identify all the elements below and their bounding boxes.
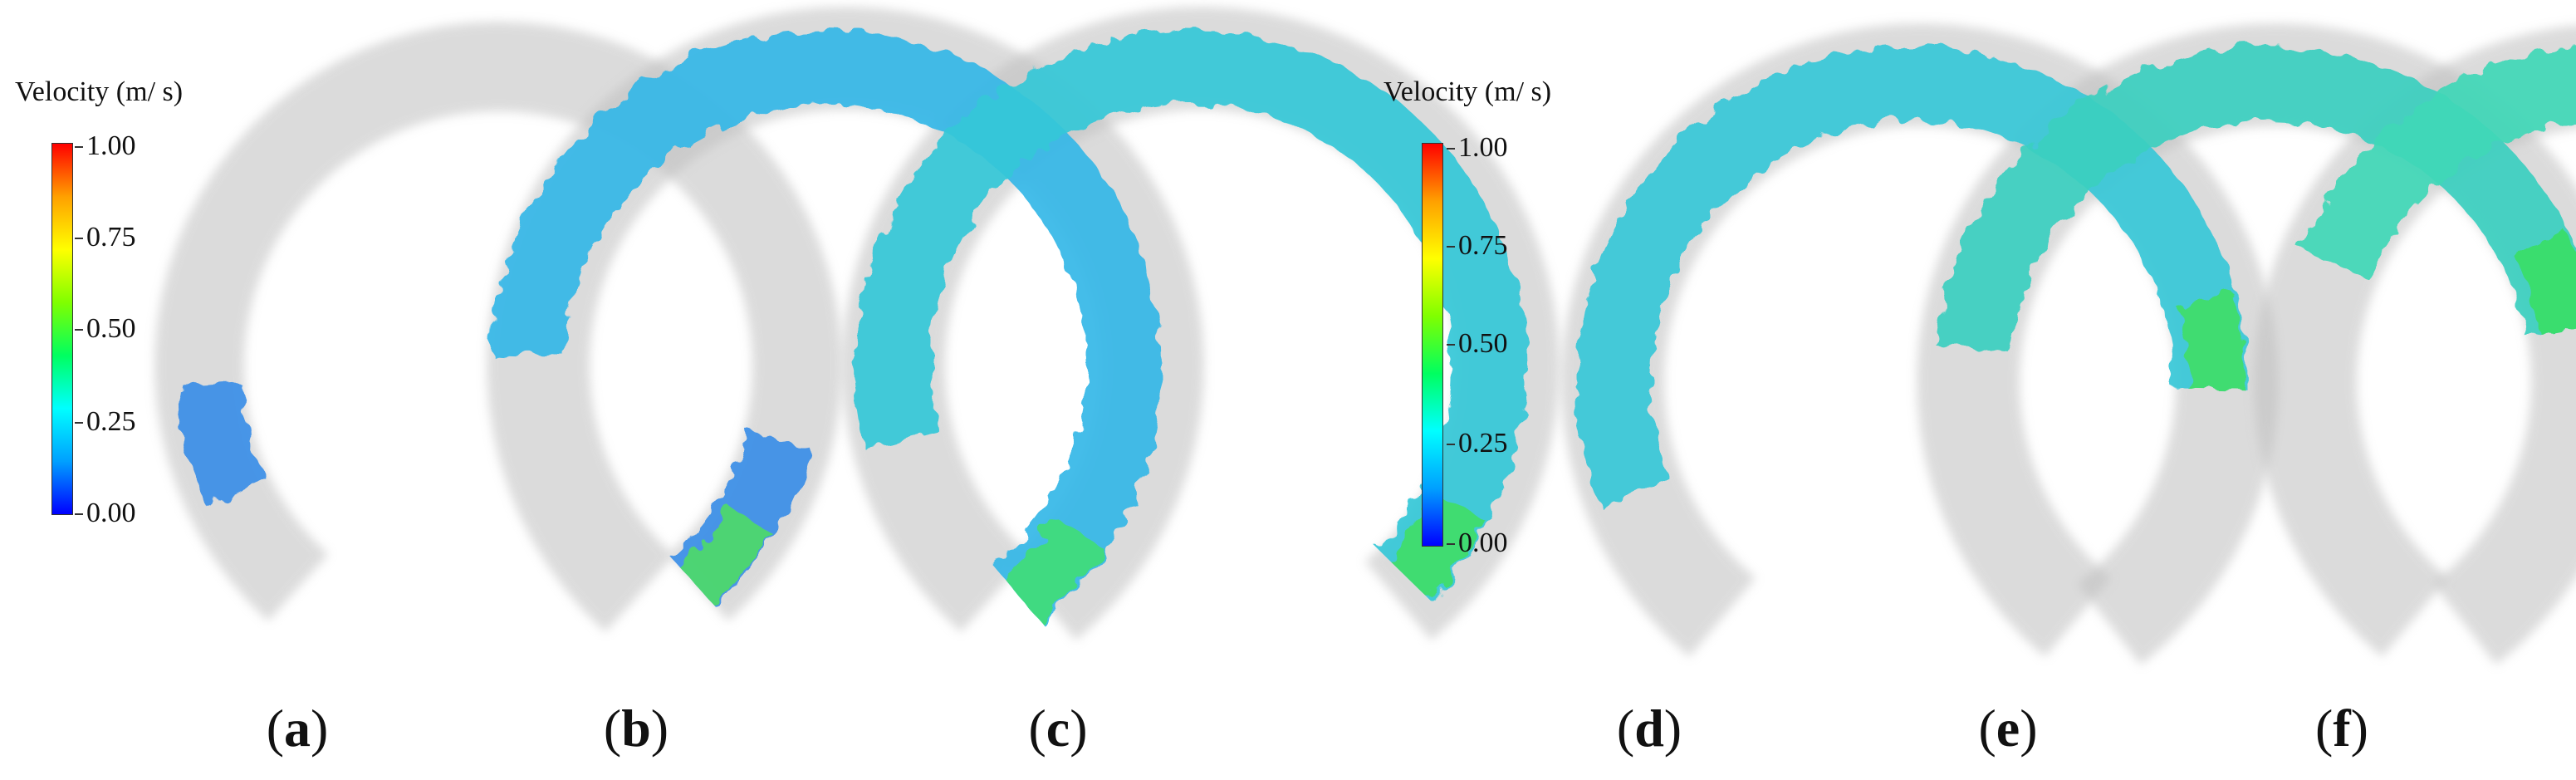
panel-label-b: (b)	[603, 699, 669, 758]
colorbar-tick-right-4: 0.25	[1447, 428, 1508, 459]
velocity-region-a-2	[175, 382, 266, 508]
colorbar-tick-right-2: 0.75	[1447, 230, 1508, 261]
colorbar-title-left: Velocity (m/ s)	[15, 76, 184, 107]
panel-label-f: (f)	[2315, 699, 2368, 758]
velocity-peak-e	[2515, 231, 2576, 334]
colorbar-gradient-left	[51, 143, 73, 515]
panel-label-e: (e)	[1978, 699, 2038, 758]
colorbar-tick-left-5: 0.00	[75, 498, 136, 528]
panel-label-d: (d)	[1616, 699, 1682, 758]
ghost-arc-f	[2254, 25, 2576, 657]
velocity-peak-d	[2177, 292, 2245, 390]
colorbar-tick-right-1: 1.00	[1447, 132, 1508, 163]
colorbar-tick-right-3: 0.50	[1447, 328, 1508, 359]
colorbar-tick-left-1: 1.00	[75, 130, 136, 161]
velocity-region-b-1	[490, 29, 1162, 623]
colorbar-gradient-right	[1422, 143, 1443, 547]
velocity-region-f-1	[2299, 47, 2576, 279]
colorbar-tick-left-3: 0.50	[75, 313, 136, 344]
colorbar-tick-left-4: 0.25	[75, 406, 136, 437]
colorbar-tick-right-5: 0.00	[1447, 527, 1508, 558]
colorbar-title-right: Velocity (m/ s)	[1383, 76, 1552, 107]
panel-label-a: (a)	[266, 699, 329, 758]
velocity-peak-a	[680, 507, 773, 605]
panel-label-c: (c)	[1028, 699, 1088, 758]
velocity-regions	[175, 29, 2576, 623]
colorbar-tick-left-2: 0.75	[75, 222, 136, 253]
velocity-peak-b	[1002, 517, 1104, 621]
